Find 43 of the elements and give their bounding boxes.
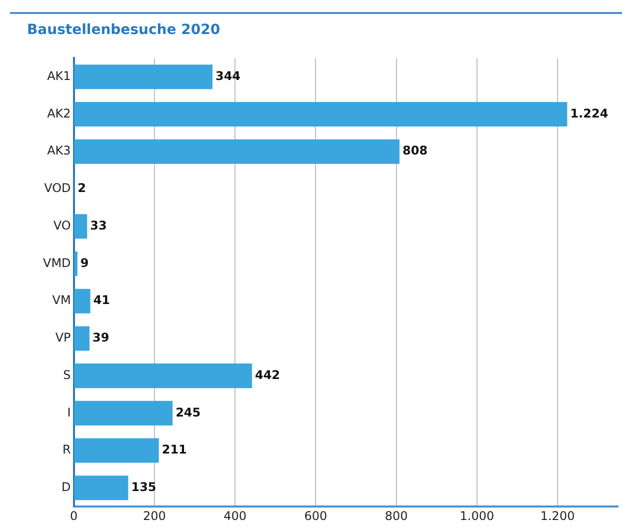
y-tick-label: AK1 xyxy=(47,69,71,84)
x-tick-label: 1.000 xyxy=(460,508,494,523)
x-tick-label: 0 xyxy=(70,508,78,523)
bar xyxy=(74,326,90,351)
y-tick-label: VP xyxy=(55,330,71,345)
bar xyxy=(74,476,128,500)
y-tick-label: AK3 xyxy=(47,144,71,158)
y-tick-label: S xyxy=(63,368,71,382)
data-label: 808 xyxy=(402,144,428,158)
data-label: 1.224 xyxy=(570,106,608,120)
x-tick-label: 1.200 xyxy=(540,508,575,523)
bar xyxy=(74,288,90,314)
y-tick-label: R xyxy=(62,442,71,457)
bar xyxy=(74,214,88,239)
data-label: 211 xyxy=(162,442,187,457)
bar xyxy=(74,400,173,426)
data-label: 33 xyxy=(90,218,107,232)
data-label: 2 xyxy=(78,181,86,196)
y-tick-label: VMD xyxy=(42,256,71,270)
bar xyxy=(74,438,159,463)
chart-title: Baustellenbesuche 2020 xyxy=(27,22,220,38)
x-tick-label: 800 xyxy=(384,508,408,523)
y-tick-label: I xyxy=(67,405,71,420)
y-tick-label: VM xyxy=(52,293,71,308)
bar xyxy=(74,364,252,388)
data-label: 344 xyxy=(215,69,241,84)
y-tick-label: AK2 xyxy=(47,106,71,120)
data-label: 41 xyxy=(93,293,110,308)
data-label: 39 xyxy=(92,330,110,345)
y-tick-label: VOD xyxy=(44,181,71,196)
y-tick-label: D xyxy=(62,480,71,494)
data-label: 245 xyxy=(176,405,201,420)
bar xyxy=(74,139,400,164)
bar xyxy=(74,102,568,127)
data-label: 135 xyxy=(131,480,156,494)
x-tick-label: 200 xyxy=(142,508,166,523)
data-label: 9 xyxy=(80,256,89,270)
y-tick-label: VO xyxy=(53,218,71,232)
data-label: 442 xyxy=(254,368,280,382)
x-tick-label: 600 xyxy=(304,508,328,523)
x-tick-label: 400 xyxy=(224,508,246,523)
bar xyxy=(74,64,212,90)
bar xyxy=(74,251,78,276)
